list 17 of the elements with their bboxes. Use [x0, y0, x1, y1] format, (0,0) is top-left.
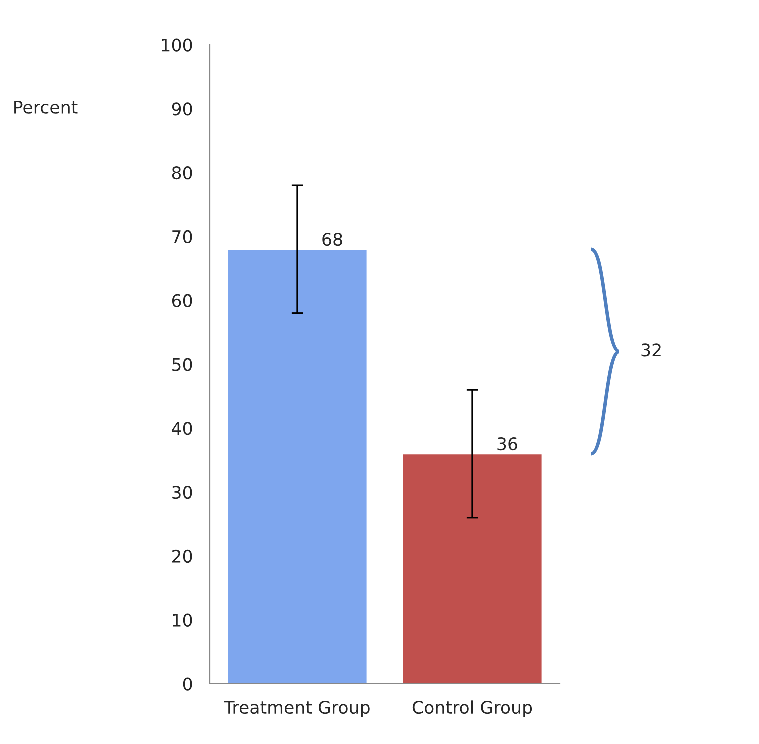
y-tick-label: 60	[172, 294, 192, 308]
y-tick-label: 10	[173, 614, 192, 627]
y-axis-title: Percent	[14, 101, 78, 114]
y-tick-label: 80	[172, 166, 192, 180]
y-tick-label: 70	[172, 230, 192, 244]
text: 32	[642, 344, 661, 357]
x-tick-label: Treatment Group	[224, 700, 370, 718]
x-tick-label: Control Group	[412, 700, 532, 718]
y-tick-label: 20	[172, 550, 192, 564]
y-tick-label: 40	[172, 422, 192, 436]
y-tick-label: 30	[172, 486, 192, 500]
y-tick-label: 50	[172, 358, 192, 372]
y-tick-label: 90	[172, 102, 192, 116]
data-label: 36	[498, 437, 518, 451]
data-label: 68	[322, 232, 342, 246]
y-tick-label: 0	[183, 678, 192, 691]
y-tick-label: 100	[162, 38, 192, 52]
